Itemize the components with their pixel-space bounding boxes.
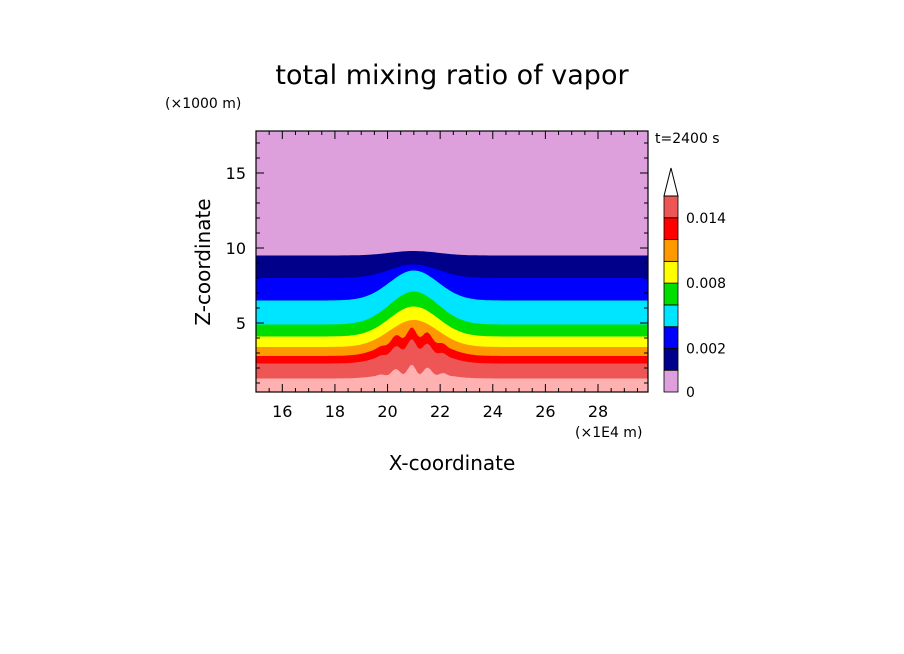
plot-axes: 16 18 20 22 24 26 28 5 10 15 (226, 130, 649, 421)
contour-plot (256, 131, 648, 392)
colorbar-band (663, 260, 679, 284)
colorbar-band (663, 282, 679, 306)
chart-title: total mixing ratio of vapor (275, 60, 629, 91)
y-tick-label: 5 (236, 314, 246, 333)
colorbar-tick-label: 0.002 (686, 341, 726, 357)
time-label: t=2400 s (655, 131, 720, 147)
x-tick-label: 18 (325, 402, 345, 421)
x-tick-label: 22 (430, 402, 450, 421)
contour-band-0.014 (256, 364, 648, 392)
colorbar-band (663, 304, 679, 328)
y-unit-label: (×1000 m) (165, 96, 241, 112)
x-tick-label: 28 (588, 402, 608, 421)
x-tick-label: 24 (483, 402, 503, 421)
colorbar-band (663, 326, 679, 349)
colorbar-band (663, 217, 679, 240)
colorbar-extend-arrow (663, 167, 679, 197)
colorbar-tick-label: 0 (686, 385, 695, 401)
x-unit-label: (×1E4 m) (575, 425, 642, 441)
colorbar-band (663, 195, 679, 219)
colorbar: 0 0.002 0.008 0.014 (663, 167, 726, 401)
colorbar-tick-label: 0.008 (686, 276, 726, 292)
x-tick-label: 16 (272, 402, 292, 421)
colorbar-tick-label: 0.014 (686, 211, 726, 227)
x-axis-label: X-coordinate (389, 451, 516, 475)
plot-frame (255, 130, 649, 393)
x-tick-label: 20 (377, 402, 397, 421)
colorbar-band (663, 369, 679, 393)
y-axis-label: Z-coordinate (191, 198, 215, 325)
colorbar-band (663, 348, 679, 371)
y-tick-label: 10 (226, 239, 246, 258)
x-tick-label: 26 (535, 402, 555, 421)
colorbar-band (663, 239, 679, 262)
y-tick-label: 15 (226, 164, 246, 183)
